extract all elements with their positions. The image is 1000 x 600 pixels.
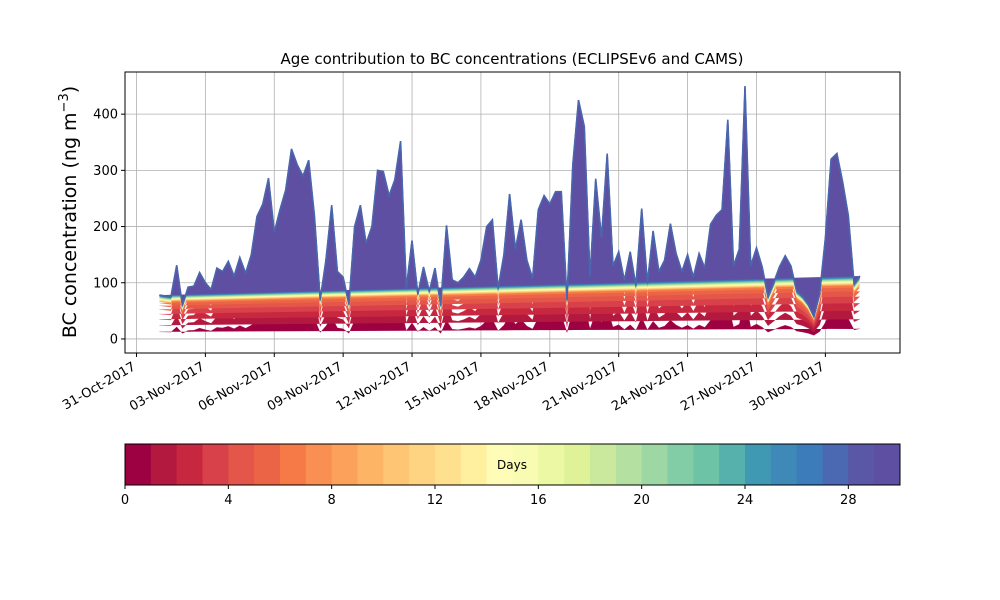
y-tick-label: 100 xyxy=(93,276,118,291)
x-axis: 31-Oct-201703-Nov-201706-Nov-201709-Nov-… xyxy=(60,353,827,414)
colorbar-tick-label: 24 xyxy=(737,493,754,508)
colorbar-swatch xyxy=(176,444,203,485)
colorbar-swatch xyxy=(409,444,436,485)
x-tick-label: 24-Nov-2017 xyxy=(609,359,689,414)
colorbar-swatch xyxy=(796,444,823,485)
colorbar-swatch xyxy=(719,444,746,485)
colorbar-swatch xyxy=(228,444,255,485)
x-tick-label: 30-Nov-2017 xyxy=(747,359,827,414)
colorbar-swatch xyxy=(383,444,410,485)
colorbar-frame xyxy=(124,443,901,486)
colorbar-tick-label: 12 xyxy=(427,493,444,508)
colorbar-swatch xyxy=(874,444,901,485)
colorbar-swatch xyxy=(435,444,462,485)
colorbar-tick-label: 8 xyxy=(328,493,336,508)
x-tick-label: 09-Nov-2017 xyxy=(265,359,345,414)
colorbar-tick-label: 0 xyxy=(121,493,129,508)
colorbar-tick-label: 16 xyxy=(530,493,547,508)
colorbar-swatch xyxy=(641,444,668,485)
y-tick-label: 300 xyxy=(93,164,118,179)
colorbar-swatch xyxy=(512,444,539,485)
y-tick-label: 0 xyxy=(110,332,118,347)
x-tick-label: 21-Nov-2017 xyxy=(540,359,620,414)
colorbar-tick-label: 28 xyxy=(840,493,857,508)
colorbar-swatch xyxy=(590,444,617,485)
colorbar-swatch xyxy=(486,444,513,485)
chart-title: Age contribution to BC concentrations (E… xyxy=(281,50,744,68)
x-tick-label: 12-Nov-2017 xyxy=(334,359,414,414)
y-axis-label-main: BC concentration (ng m xyxy=(59,112,81,338)
colorbar-ticks: 0 4 8 12 16 20 24 28 xyxy=(121,485,857,508)
colorbar-swatch xyxy=(848,444,875,485)
colorbar-swatch xyxy=(202,444,229,485)
plot-frame xyxy=(124,71,901,354)
x-tick-label: 06-Nov-2017 xyxy=(196,359,276,414)
colorbar-swatch xyxy=(667,444,694,485)
y-axis-label: BC concentration (ng m−3) xyxy=(57,86,81,338)
y-axis-label-close: ) xyxy=(59,86,81,93)
colorbar-tick-label: 4 xyxy=(224,493,232,508)
y-axis: 0 100 200 300 400 xyxy=(93,108,125,347)
colorbar-swatch xyxy=(150,444,178,485)
age-contribution-areas xyxy=(159,86,861,336)
colorbar-swatch xyxy=(331,444,358,485)
colorbar-swatch xyxy=(615,444,643,485)
colorbar-swatch xyxy=(305,444,333,485)
colorbar xyxy=(124,443,901,486)
total-concentration-line xyxy=(159,86,861,319)
colorbar-label: Days xyxy=(497,458,527,472)
x-tick-label: 03-Nov-2017 xyxy=(127,359,207,414)
colorbar-swatch xyxy=(693,444,720,485)
y-tick-label: 200 xyxy=(93,220,118,235)
colorbar-swatch xyxy=(770,444,798,485)
colorbar-swatch xyxy=(125,444,152,485)
colorbar-swatch xyxy=(745,444,772,485)
y-tick-label: 400 xyxy=(93,108,118,123)
colorbar-swatch xyxy=(357,444,384,485)
x-tick-label: 15-Nov-2017 xyxy=(403,359,483,414)
colorbar-swatch xyxy=(280,444,307,485)
x-tick-label: 18-Nov-2017 xyxy=(472,359,552,414)
colorbar-swatch xyxy=(564,444,591,485)
x-tick-label: 31-Oct-2017 xyxy=(60,359,138,413)
colorbar-swatch xyxy=(254,444,281,485)
colorbar-tick-label: 20 xyxy=(633,493,650,508)
colorbar-swatch xyxy=(460,444,488,485)
colorbar-swatch xyxy=(822,444,849,485)
x-tick-label: 27-Nov-2017 xyxy=(678,359,758,414)
y-axis-label-superscript: −3 xyxy=(57,93,72,112)
colorbar-swatch xyxy=(538,444,565,485)
